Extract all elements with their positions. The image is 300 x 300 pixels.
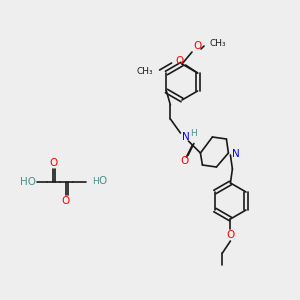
Text: O: O [193,41,201,51]
Text: O: O [49,158,57,168]
Text: O: O [180,156,188,166]
Text: N: N [182,132,190,142]
Text: O: O [226,230,235,240]
Text: HO: HO [20,177,36,187]
Text: O: O [62,196,70,206]
Text: H: H [92,178,99,187]
Text: O: O [98,176,106,186]
Text: CH₃: CH₃ [137,67,154,76]
Text: N: N [232,149,240,159]
Text: CH₃: CH₃ [210,40,226,49]
Text: O: O [176,56,184,66]
Text: H: H [190,128,197,137]
